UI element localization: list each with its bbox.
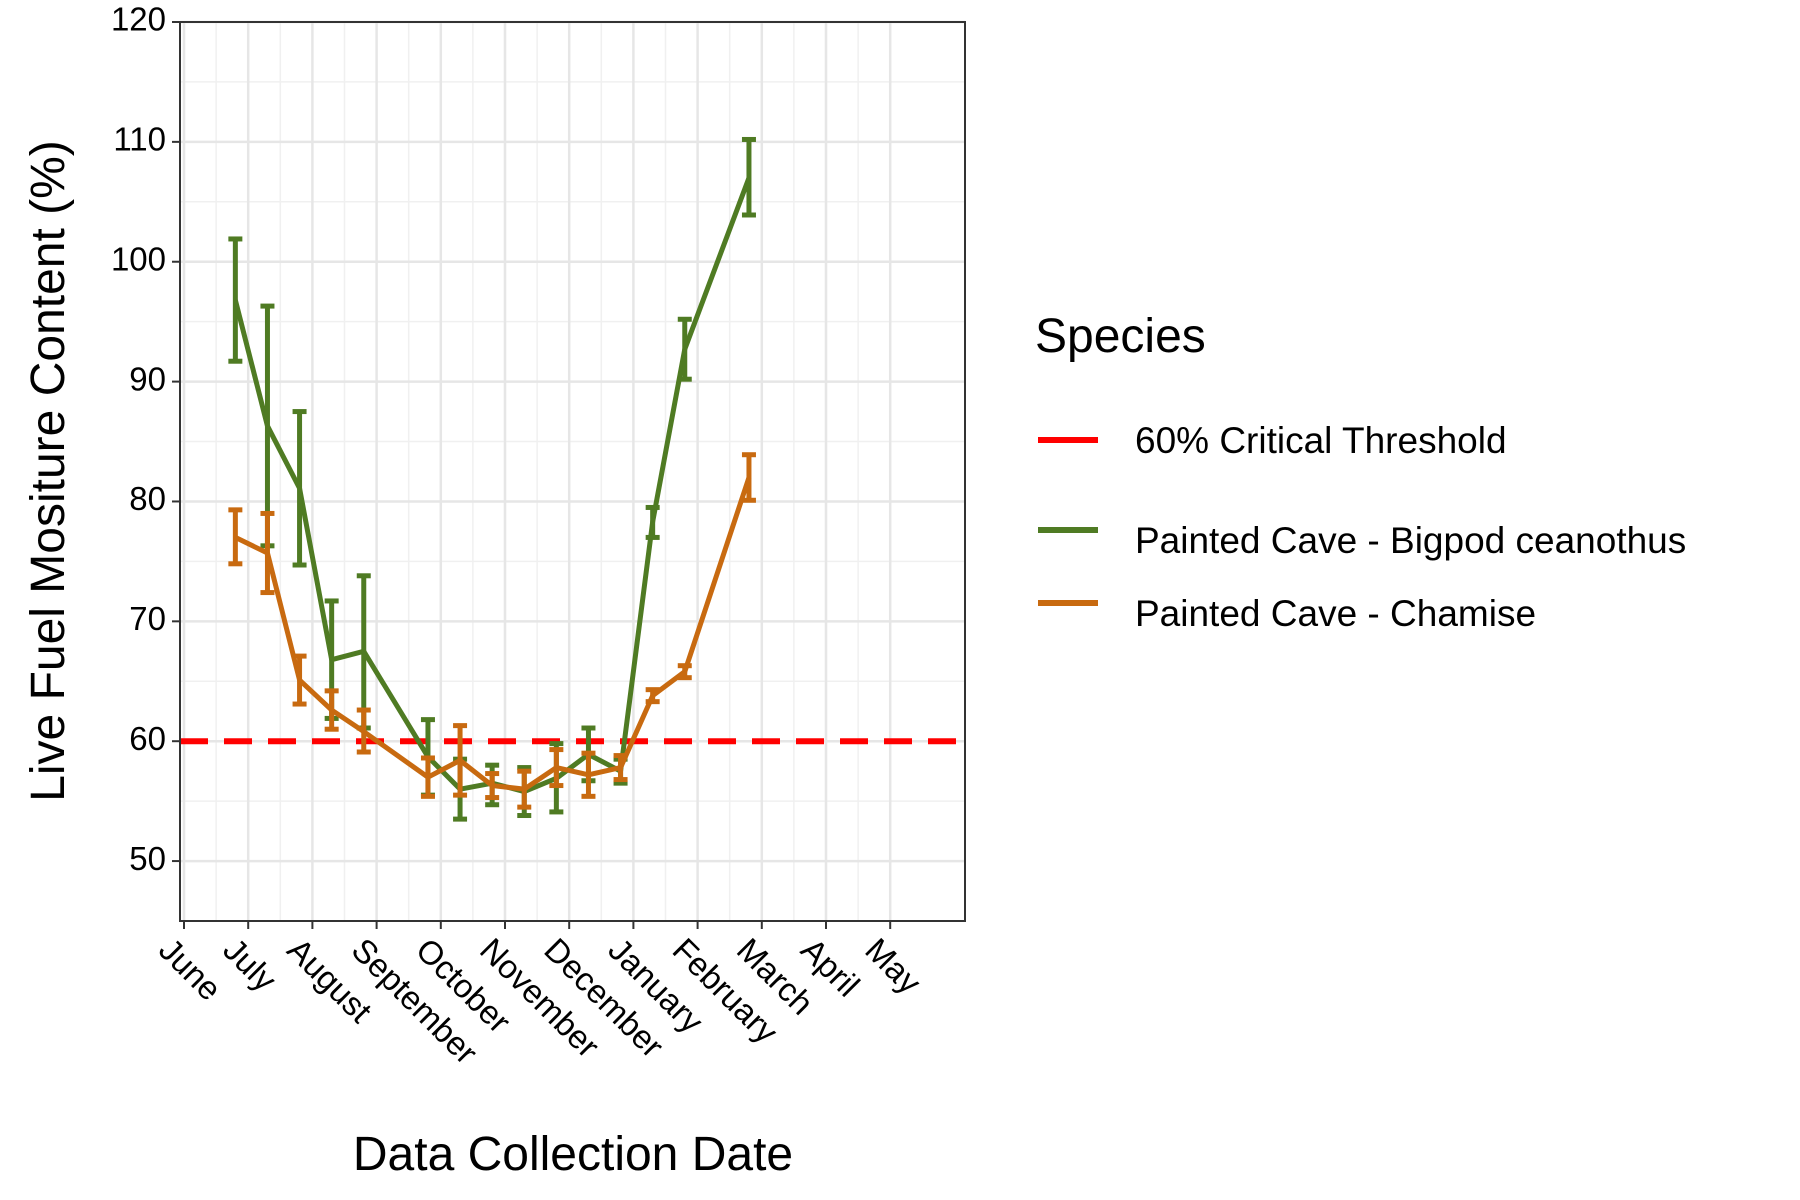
legend-item-bigpod-ceanothus: Painted Cave - Bigpod ceanothus	[1038, 520, 1686, 561]
x-axis: JuneJulyAugustSeptemberOctoberNovemberDe…	[152, 921, 929, 1071]
error-bar-chamise	[228, 507, 243, 567]
x-axis-title: Data Collection Date	[353, 1128, 793, 1181]
error-bar-chamise	[356, 707, 371, 755]
data-point-bigpod-ceanothus	[363, 650, 365, 652]
data-point-chamise	[684, 671, 686, 673]
series-chamise	[228, 452, 756, 810]
data-point-chamise	[266, 552, 268, 554]
y-tick-label: 100	[111, 240, 166, 277]
legend: Species 60% Critical Threshold Painted C…	[1035, 310, 1686, 634]
legend-label-chamise: Painted Cave - Chamise	[1135, 593, 1536, 634]
data-point-chamise	[555, 767, 557, 769]
x-tick-label: May	[858, 931, 929, 1002]
data-point-bigpod-ceanothus	[299, 487, 301, 489]
y-tick-label: 90	[129, 360, 166, 397]
legend-title: Species	[1035, 310, 1206, 363]
data-point-bigpod-ceanothus	[652, 521, 654, 523]
data-point-chamise	[427, 776, 429, 778]
legend-label-threshold: 60% Critical Threshold	[1135, 420, 1507, 461]
data-point-chamise	[331, 709, 333, 711]
data-point-chamise	[587, 774, 589, 776]
y-tick-label: 120	[111, 1, 166, 38]
y-tick-label: 70	[129, 600, 166, 637]
legend-item-chamise: Painted Cave - Chamise	[1038, 593, 1536, 634]
data-point-chamise	[234, 536, 236, 538]
data-point-chamise	[748, 476, 750, 478]
data-point-bigpod-ceanothus	[748, 177, 750, 179]
y-axis: 50 60 70 80 90 100 110 120	[111, 1, 180, 877]
data-point-chamise	[523, 788, 525, 790]
series-layer	[228, 136, 756, 822]
panel-border	[179, 21, 966, 922]
legend-label-bigpod-ceanothus: Painted Cave - Bigpod ceanothus	[1135, 520, 1686, 561]
data-point-bigpod-ceanothus	[331, 659, 333, 661]
y-tick-label: 50	[129, 840, 166, 877]
y-tick-label: 110	[113, 121, 166, 158]
legend-item-threshold: 60% Critical Threshold	[1038, 420, 1507, 461]
y-axis-title: Live Fuel Mositure Content (%)	[22, 140, 75, 802]
x-tick-label: July	[216, 931, 284, 999]
data-point-chamise	[363, 731, 365, 733]
grid	[180, 20, 965, 922]
data-point-chamise	[652, 695, 654, 697]
data-point-bigpod-ceanothus	[266, 425, 268, 427]
data-point-chamise	[459, 759, 461, 761]
error-bar-bigpod-ceanothus	[741, 136, 756, 218]
data-point-chamise	[299, 679, 301, 681]
y-tick-label: 60	[129, 720, 166, 757]
data-point-bigpod-ceanothus	[234, 299, 236, 301]
data-point-chamise	[491, 785, 493, 787]
data-point-bigpod-ceanothus	[684, 348, 686, 350]
x-tick-label: June	[152, 931, 229, 1008]
y-tick-label: 80	[129, 480, 166, 517]
error-bar-bigpod-ceanothus	[645, 504, 660, 540]
data-point-chamise	[620, 767, 622, 769]
